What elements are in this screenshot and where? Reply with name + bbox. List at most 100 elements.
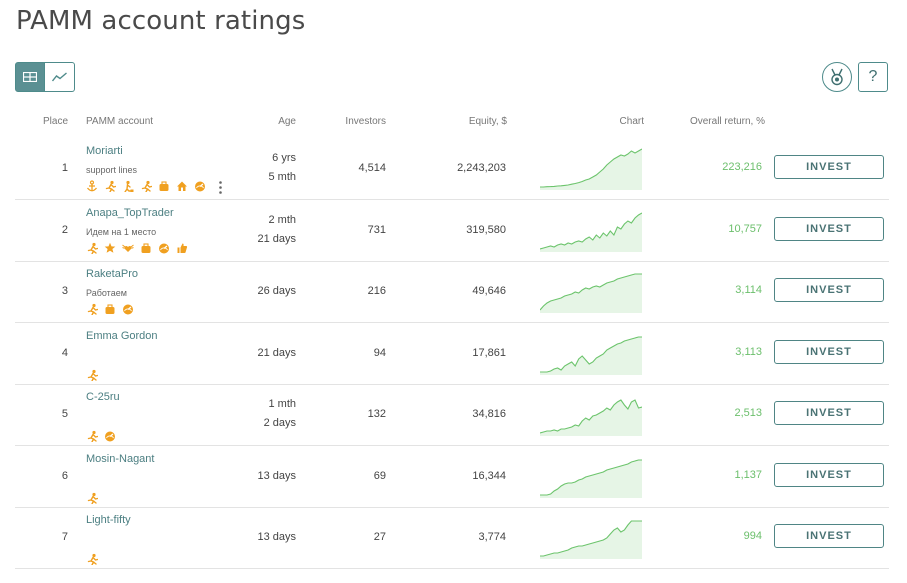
row-place: 3 — [61, 285, 68, 297]
sparkline-area — [540, 521, 642, 559]
table-row: 5 C-25ru 1 mth 2 days 132 34,816 2,513 INVEST — [15, 384, 889, 446]
account-name-link[interactable]: Light-fifty — [86, 514, 131, 526]
chart-view-button[interactable] — [45, 62, 75, 92]
sparkline-line — [540, 399, 642, 434]
heart-wings-icon — [122, 242, 134, 254]
sparkline-line — [540, 335, 642, 373]
line-chart-icon — [52, 72, 67, 82]
account-description: Работаем — [86, 288, 127, 298]
row-investors: 94 — [373, 346, 386, 359]
invest-button[interactable]: INVEST — [774, 216, 884, 241]
account-name-link[interactable]: RaketaPro — [86, 268, 138, 280]
table-row: 3 RaketaPro Работаем 26 days 216 49,646 3,114 I… — [15, 261, 889, 323]
sparkline-line — [540, 273, 642, 311]
row-overall-return: 2,513 — [734, 407, 762, 419]
achievements-button[interactable] — [822, 62, 852, 92]
achievement-badges — [86, 369, 98, 381]
row-age-secondary: 5 mth — [268, 171, 296, 183]
runner-icon — [86, 242, 98, 254]
row-age: 13 days — [257, 469, 296, 482]
achievement-badges — [86, 180, 206, 192]
achievement-badges — [86, 430, 116, 442]
achievement-badges — [86, 242, 188, 254]
row-equity: 3,774 — [478, 531, 506, 543]
speedometer-icon — [158, 242, 170, 254]
row-equity: 16,344 — [472, 469, 506, 482]
star-icon — [104, 242, 116, 254]
sparkline-line — [540, 148, 642, 188]
page-title: PAMM account ratings — [16, 6, 306, 36]
header-age: Age — [278, 116, 296, 127]
row-place: 2 — [61, 223, 68, 236]
achievement-badges — [86, 492, 98, 504]
equity-sparkline — [540, 335, 642, 375]
account-name-link[interactable]: Emma Gordon — [86, 329, 158, 342]
account-name-link[interactable]: Anapa_TopTrader — [86, 206, 174, 219]
sparkline-area — [540, 274, 642, 313]
runner-icon — [86, 369, 98, 381]
achievement-badges — [86, 303, 134, 315]
help-button[interactable]: ? — [858, 62, 888, 92]
sparkline-line — [540, 212, 642, 250]
row-age: 13 days — [257, 531, 296, 543]
invest-button[interactable]: INVEST — [774, 278, 884, 302]
account-name-link[interactable]: Moriarti — [86, 145, 123, 157]
invest-button[interactable]: INVEST — [774, 339, 884, 364]
row-place: 6 — [61, 469, 68, 482]
account-name-link[interactable]: Mosin-Nagant — [86, 452, 155, 465]
row-place: 4 — [61, 346, 68, 359]
table-row: 7 Light-fifty 13 days 27 3,774 994 INVEST — [15, 507, 889, 569]
header-account: PAMM account — [86, 116, 154, 127]
account-description: support lines — [86, 165, 138, 175]
row-age-primary: 2 mth — [268, 213, 296, 226]
header-return: Overall return, % — [689, 116, 765, 127]
row-overall-return: 3,113 — [735, 345, 762, 358]
row-place: 1 — [61, 162, 68, 174]
row-age: 26 days — [257, 285, 296, 297]
table-row: 1 Moriarti support lines 6 yrs 5 mth 4,514 2,2… — [15, 138, 889, 200]
row-equity: 17,861 — [472, 346, 506, 359]
header-chart: Chart — [619, 116, 644, 127]
invest-button[interactable]: INVEST — [774, 462, 884, 487]
house-icon — [176, 180, 188, 192]
row-equity: 319,580 — [466, 223, 506, 236]
row-investors: 731 — [367, 223, 386, 236]
invest-button[interactable]: INVEST — [774, 401, 884, 425]
briefcase-icon — [104, 303, 116, 315]
row-investors: 69 — [373, 469, 386, 482]
anchor-icon — [86, 180, 98, 192]
table-row: 6 Mosin-Nagant 13 days 69 16,344 1,137 INVEST — [15, 446, 889, 508]
equity-sparkline — [540, 273, 642, 313]
row-place: 5 — [61, 408, 68, 420]
row-overall-return: 994 — [743, 530, 762, 542]
invest-button[interactable]: INVEST — [774, 524, 884, 548]
briefcase-icon — [140, 242, 152, 254]
table-view-button[interactable] — [15, 62, 45, 92]
sparkline-line — [540, 520, 642, 557]
equity-sparkline — [540, 212, 642, 252]
equity-sparkline — [540, 399, 642, 436]
account-name-link[interactable]: C-25ru — [86, 391, 120, 403]
row-place: 7 — [61, 531, 68, 543]
briefcase-icon — [158, 180, 170, 192]
row-investors: 216 — [367, 285, 386, 297]
row-age-primary: 1 mth — [268, 398, 296, 410]
row-investors: 27 — [373, 531, 386, 543]
row-age-secondary: 2 days — [263, 417, 296, 429]
runner-icon — [86, 430, 98, 442]
header-equity: Equity, $ — [468, 116, 507, 127]
equity-sparkline — [540, 148, 642, 190]
table-row: 2 Anapa_TopTrader Идем на 1 место 2 mth 21 d… — [15, 200, 889, 262]
invest-button[interactable]: INVEST — [774, 155, 884, 179]
row-age-secondary: 21 days — [257, 232, 296, 245]
row-overall-return: 223,216 — [722, 161, 762, 173]
more-badges-icon[interactable] — [219, 181, 222, 199]
runner-step-icon — [122, 180, 134, 192]
table-icon — [23, 72, 37, 82]
speedometer-icon — [122, 303, 134, 315]
runner-icon — [104, 180, 116, 192]
row-investors: 4,514 — [358, 162, 386, 174]
row-overall-return: 10,757 — [728, 222, 762, 235]
table-row: 4 Emma Gordon 21 days 94 17,861 3,113 INVEST — [15, 323, 889, 385]
row-age: 21 days — [257, 346, 296, 359]
